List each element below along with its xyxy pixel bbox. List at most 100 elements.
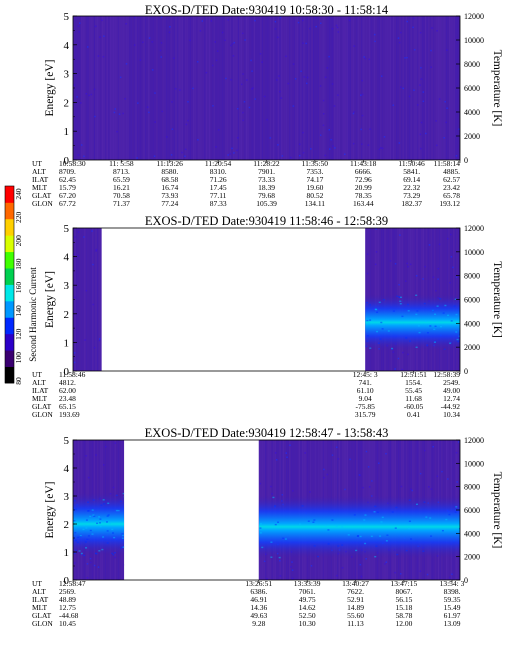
ephemeris-cell: 8067. xyxy=(395,587,412,596)
energy-band xyxy=(258,495,460,559)
ephemeris-cell: 12:45: 3 xyxy=(353,370,378,379)
ephemeris-cell: 14.36 xyxy=(250,603,267,612)
colorbar-tick-label: 220 xyxy=(14,212,23,224)
ephemeris-cell: 11:20:54 xyxy=(205,159,232,168)
ephemeris-cell: 15.79 xyxy=(59,183,76,192)
ephemeris-cell: 49.75 xyxy=(299,595,316,604)
ephemeris-cell: 0.41 xyxy=(407,410,420,419)
ephemeris-cell: 134.11 xyxy=(305,199,326,208)
ephemeris-cell: 62.00 xyxy=(59,386,76,395)
colorbar-label: Second Harmonic Current xyxy=(28,267,38,362)
ephemeris-cell: 10.30 xyxy=(299,619,316,628)
data-block xyxy=(73,16,460,160)
y-right-tick-label: 4000 xyxy=(464,529,480,538)
ephemeris-cell: -44.68 xyxy=(59,611,79,620)
colorbar-segment xyxy=(5,202,14,220)
ephemeris-cell: 55.45 xyxy=(405,386,422,395)
y-tick-label: 5 xyxy=(64,11,70,23)
ephemeris-row-label: ILAT xyxy=(32,595,49,604)
ephemeris-cell: 18.39 xyxy=(258,183,275,192)
ephemeris-cell: 7061. xyxy=(299,587,316,596)
colorbar-tick-label: 100 xyxy=(14,352,23,364)
ephemeris-cell: 11:28:22 xyxy=(253,159,280,168)
ephemeris-cell: 77.11 xyxy=(210,191,227,200)
y-tick-label: 1 xyxy=(64,126,70,138)
ephemeris-cell: 12.00 xyxy=(395,619,412,628)
ephemeris-cell: 11: 5:58 xyxy=(109,159,134,168)
ephemeris-cell: 193.12 xyxy=(439,199,460,208)
y-right-tick-label: 8000 xyxy=(464,483,480,492)
ephemeris-cell: 12.75 xyxy=(59,603,76,612)
ephemeris-cell: 13:40:27 xyxy=(342,579,369,588)
panels: EXOS-D/TED Date:930419 10:58:30 - 11:58:… xyxy=(32,3,503,628)
ephemeris-cell: 12:58:39 xyxy=(433,370,460,379)
y-right-tick-label: 2000 xyxy=(464,553,480,562)
ephemeris-cell: 11.13 xyxy=(347,619,364,628)
colorbar-segment xyxy=(5,366,14,384)
ephemeris-cell: 61.10 xyxy=(357,386,374,395)
colorbar-tick-label: 180 xyxy=(14,258,23,270)
ephemeris-cell: 23.48 xyxy=(59,394,76,403)
ephemeris-cell: 12:58:47 xyxy=(59,579,86,588)
ephemeris-cell: 71.26 xyxy=(210,175,227,184)
ephemeris-row-label: GLON xyxy=(32,199,53,208)
ephemeris-cell: 14.89 xyxy=(347,603,364,612)
ephemeris-cell: 58.78 xyxy=(395,611,412,620)
ephemeris-cell: 7622. xyxy=(347,587,364,596)
ephemeris-cell: 10:58:30 xyxy=(59,159,86,168)
y-right-tick-label: 8000 xyxy=(464,272,480,281)
ephemeris-cell: 49.00 xyxy=(443,386,460,395)
ephemeris-cell: 19.60 xyxy=(306,183,323,192)
ephemeris-cell: 741. xyxy=(359,378,372,387)
ephemeris-cell: 9.28 xyxy=(252,619,265,628)
y-right-tick-label: 6000 xyxy=(464,296,480,305)
ephemeris-cell: 80.52 xyxy=(306,191,323,200)
ephemeris-row-label: ILAT xyxy=(32,175,49,184)
ephemeris-row-label: MLT xyxy=(32,183,48,192)
y-tick-label: 3 xyxy=(64,491,70,503)
y-right-tick-label: 10000 xyxy=(464,248,484,257)
y-tick-label: 4 xyxy=(64,40,70,52)
panel-title: EXOS-D/TED Date:930419 11:58:46 - 12:58:… xyxy=(145,214,388,228)
ephemeris-row-label: UT xyxy=(32,159,42,168)
y-tick-label: 5 xyxy=(64,435,70,447)
ephemeris-cell: 16.21 xyxy=(113,183,130,192)
y-tick-label: 2 xyxy=(64,97,70,109)
y-tick-label: 3 xyxy=(64,280,70,292)
ephemeris-cell: 72.96 xyxy=(355,175,372,184)
y-right-tick-label: 4000 xyxy=(464,108,480,117)
panel-1: EXOS-D/TED Date:930419 10:58:30 - 11:58:… xyxy=(32,3,503,208)
ephemeris-cell: 193.69 xyxy=(59,410,80,419)
ephemeris-cell: -75.85 xyxy=(355,402,375,411)
y-right-axis-label: Temperature [K] xyxy=(491,261,503,338)
ephemeris-cell: 4885. xyxy=(443,167,460,176)
ephemeris-cell: 4812. xyxy=(59,378,76,387)
ephemeris-cell: 23.42 xyxy=(443,183,460,192)
ephemeris-cell: 8709. xyxy=(59,167,76,176)
ephemeris-cell: 6386. xyxy=(250,587,267,596)
colorbar-segment xyxy=(5,300,14,318)
y-right-axis-label: Temperature [K] xyxy=(491,472,503,549)
energy-band xyxy=(73,492,125,556)
y-right-tick-label: 0 xyxy=(464,367,468,376)
ephemeris-row-label: ILAT xyxy=(32,386,49,395)
ephemeris-cell: 73.29 xyxy=(403,191,420,200)
ephemeris-cell: 11:50:46 xyxy=(398,159,425,168)
y-right-tick-label: 10000 xyxy=(464,36,484,45)
ephemeris-cell: 7901. xyxy=(258,167,275,176)
colorbar-tick-label: 160 xyxy=(14,282,23,294)
ephemeris-cell: -60.05 xyxy=(404,402,424,411)
y-axis-label: Energy [eV] xyxy=(44,271,56,328)
ephemeris-cell: 49.63 xyxy=(250,611,267,620)
y-tick-label: 0 xyxy=(64,155,70,167)
ephemeris-cell: 78.35 xyxy=(355,191,372,200)
ephemeris-cell: 15.49 xyxy=(444,603,461,612)
ephemeris-cell: 13:54: 3 xyxy=(440,579,465,588)
ephemeris-cell: 163.44 xyxy=(353,199,374,208)
ephemeris-cell: 11:43:18 xyxy=(350,159,377,168)
ephemeris-cell: 13:47:15 xyxy=(391,579,418,588)
ephemeris-cell: 52.50 xyxy=(299,611,316,620)
ephemeris-cell: 17.45 xyxy=(210,183,227,192)
y-right-tick-label: 6000 xyxy=(464,506,480,515)
